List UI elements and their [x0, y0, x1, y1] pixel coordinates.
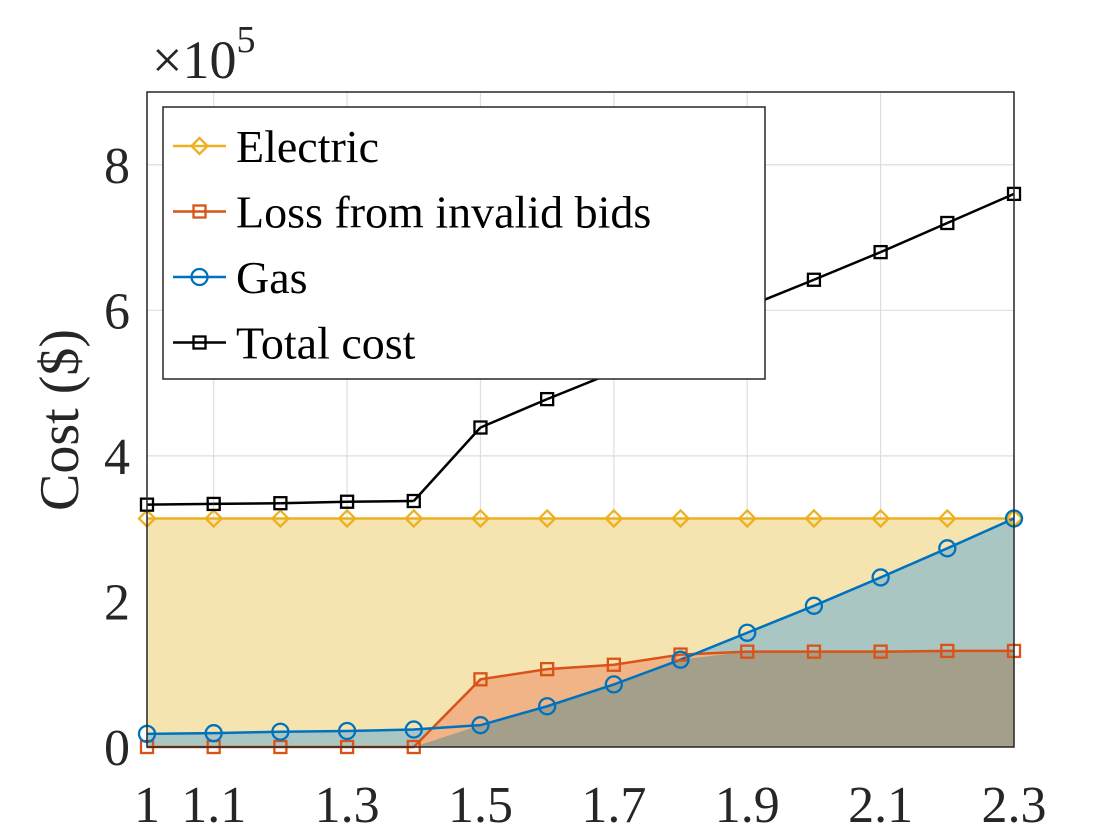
marker-total-cost-2 — [273, 496, 288, 511]
marker-loss-from-invalid-bids-10 — [806, 644, 822, 659]
legend-marker-electric — [189, 136, 210, 156]
area-overlap-gas-loss — [147, 650, 1014, 747]
x-tick-label: 2.1 — [848, 777, 913, 834]
line-total-cost-segment-1 — [213, 501, 281, 506]
x-tick-label: 1.1 — [181, 777, 246, 834]
line-total-cost-segment-2 — [280, 500, 348, 505]
legend: Electric Loss from invalid bids Gas Total c… — [162, 106, 766, 380]
legend-box — [162, 106, 766, 380]
y-exponent-label: ×105 — [152, 19, 255, 90]
y-tick-label: 8 — [104, 138, 130, 195]
area-fills — [147, 518, 1014, 747]
marker-electric-4 — [404, 508, 424, 529]
x-tick-label: 1.3 — [315, 777, 380, 834]
marker-electric-8 — [670, 508, 691, 529]
marker-electric-5 — [470, 508, 491, 529]
y-tick-label: 4 — [104, 429, 130, 486]
legend-label-total-cost: Total cost — [236, 318, 416, 369]
legend-marker-loss-from-invalid-bids — [192, 204, 207, 219]
marker-electric-2 — [270, 508, 291, 529]
marker-electric-7 — [604, 508, 624, 529]
y-axis-title: Cost ($) — [29, 329, 91, 511]
marker-loss-from-invalid-bids-6 — [540, 661, 555, 677]
marker-total-cost-4 — [406, 493, 421, 509]
marker-gas-6 — [538, 697, 557, 716]
x-tick-label: 1 — [134, 777, 160, 834]
line-total-cost-segment-11 — [880, 221, 948, 254]
marker-gas-1 — [204, 724, 223, 743]
legend-marker-gas — [190, 267, 209, 287]
marker-loss-from-invalid-bids-12 — [940, 643, 955, 659]
marker-electric-11 — [870, 508, 891, 529]
line-total-cost-segment-4 — [412, 426, 482, 502]
series-markers — [137, 186, 1024, 755]
y-tick-labels: 0 2 4 6 8 — [104, 138, 130, 777]
x-tick-label: 1.9 — [715, 777, 780, 834]
x-tick-label: 2.3 — [982, 777, 1047, 834]
line-total-cost-segment-0 — [146, 502, 214, 506]
line-gas — [146, 517, 1015, 736]
y-tick-label: 0 — [104, 720, 130, 777]
marker-gas-10 — [804, 596, 824, 615]
marker-gas-4 — [404, 720, 423, 739]
legend-label-electric: Electric — [236, 121, 379, 172]
x-tick-label: 1.7 — [581, 777, 646, 834]
marker-gas-2 — [271, 722, 290, 741]
marker-electric-12 — [937, 508, 957, 529]
x-tick-label: 1.5 — [448, 777, 513, 834]
marker-gas-11 — [871, 568, 890, 587]
marker-total-cost-1 — [206, 496, 221, 512]
marker-gas-9 — [738, 623, 757, 642]
y-tick-label: 2 — [104, 574, 130, 631]
y-tick-label: 6 — [104, 283, 130, 340]
marker-gas-7 — [604, 675, 623, 694]
marker-electric-3 — [337, 508, 357, 529]
line-total-cost-segment-3 — [347, 499, 414, 503]
line-total-cost-segment-10 — [813, 250, 882, 281]
marker-electric-6 — [537, 508, 557, 529]
plot-frame — [146, 91, 1015, 748]
legend-marker-total-cost — [192, 335, 207, 350]
marker-gas-5 — [471, 716, 490, 735]
marker-gas-3 — [337, 721, 357, 741]
marker-electric-9 — [737, 508, 757, 529]
legend-label-gas: Gas — [236, 252, 308, 303]
marker-electric-1 — [204, 508, 224, 529]
legend-label-loss-from-invalid-bids: Loss from invalid bids — [236, 187, 651, 238]
line-total-cost-segment-5 — [479, 397, 548, 429]
line-total-cost-segment-12 — [946, 192, 1015, 225]
marker-total-cost-5 — [473, 420, 488, 435]
marker-total-cost-12 — [940, 215, 955, 231]
marker-loss-from-invalid-bids-11 — [873, 644, 888, 659]
marker-loss-from-invalid-bids-9 — [740, 644, 755, 659]
x-tick-labels: 1 1.1 1.3 1.5 1.7 1.9 2.1 2.3 — [134, 777, 1047, 834]
marker-electric-10 — [804, 508, 824, 529]
marker-total-cost-3 — [339, 494, 355, 509]
marker-gas-12 — [938, 539, 957, 558]
marker-loss-from-invalid-bids-7 — [606, 657, 621, 672]
marker-total-cost-6 — [540, 391, 555, 407]
marker-loss-from-invalid-bids-5 — [473, 672, 488, 687]
marker-gas-8 — [671, 650, 690, 669]
marker-total-cost-10 — [806, 272, 822, 287]
marker-total-cost-11 — [873, 244, 888, 260]
